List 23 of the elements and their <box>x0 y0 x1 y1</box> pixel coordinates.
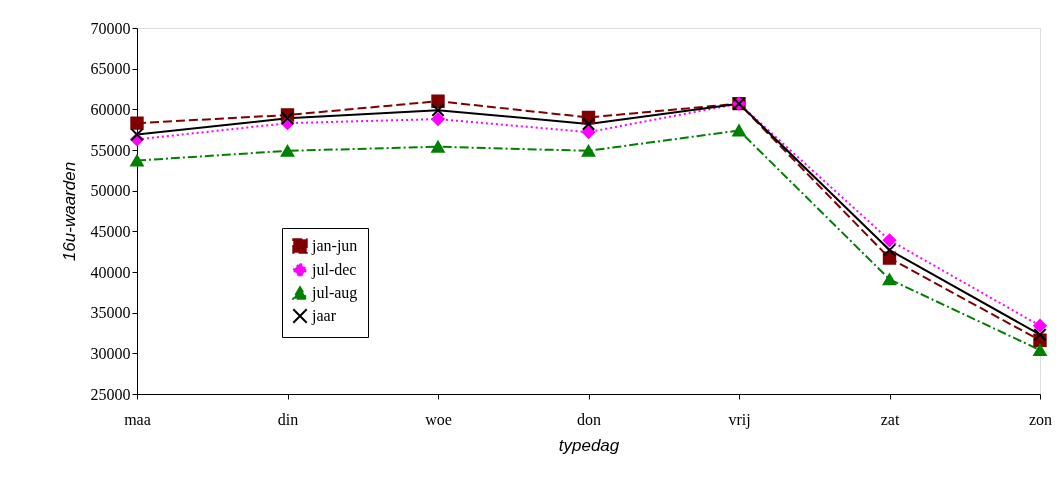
y-tick-label: 40000 <box>90 263 131 281</box>
legend-label: jan-jun <box>311 237 358 255</box>
y-tick-label: 70000 <box>90 19 131 37</box>
y-tick-label: 65000 <box>90 60 131 78</box>
legend-label: jaar <box>311 307 337 325</box>
y-axis-title: 16u-waarden <box>59 161 79 262</box>
x-tick-label: zat <box>880 410 900 428</box>
y-tick-label: 50000 <box>90 182 131 200</box>
x-tick-label: zon <box>1028 410 1053 428</box>
y-tick-label: 35000 <box>90 304 131 322</box>
y-tick-label: 55000 <box>90 141 131 159</box>
y-tick-label: 30000 <box>90 344 131 362</box>
x-tick-label: woe <box>425 410 452 428</box>
legend-label: jul-dec <box>311 261 357 279</box>
x-axis-title: typedag <box>558 435 620 455</box>
y-tick-label: 45000 <box>90 222 131 240</box>
legend-label: jul-aug <box>311 284 358 302</box>
y-tick-label: 25000 <box>90 385 131 403</box>
x-tick-label: maa <box>124 410 151 428</box>
x-tick-label: din <box>277 410 299 428</box>
x-tick-label: vrij <box>728 410 751 429</box>
y-tick-label: 60000 <box>90 100 131 118</box>
x-tick-label: don <box>577 410 601 428</box>
